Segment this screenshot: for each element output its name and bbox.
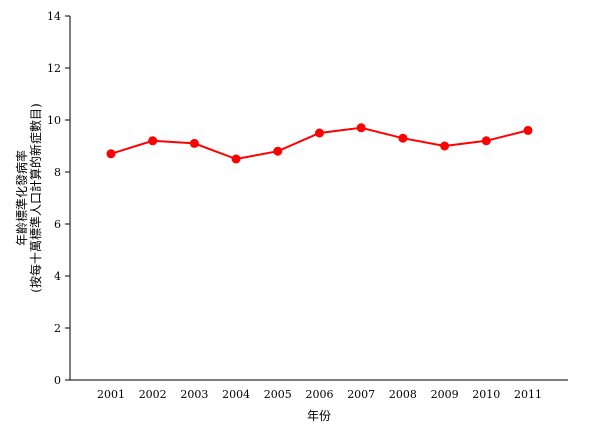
x-tick-label: 2011	[514, 388, 542, 401]
data-point	[189, 138, 199, 148]
y-tick-label: 6	[54, 218, 61, 231]
y-axis-title: 年齡標準化發病率	[14, 150, 29, 246]
data-point	[231, 154, 241, 164]
x-tick-label: 2009	[431, 388, 459, 401]
x-tick-label: 2008	[389, 388, 417, 401]
data-point	[106, 149, 116, 159]
series-layer	[106, 123, 533, 164]
y-axis-title-group: 年齡標準化發病率 (按每十萬標準人口計算的新症數目)	[14, 103, 43, 292]
data-point	[481, 136, 491, 146]
x-tick-label: 2010	[472, 388, 500, 401]
y-tick-label: 14	[47, 10, 61, 23]
data-point	[315, 128, 324, 138]
x-tick-label: 2005	[264, 388, 292, 401]
data-point	[440, 141, 450, 151]
x-tick-label: 2003	[180, 388, 208, 401]
x-tick-label: 2007	[347, 388, 375, 401]
x-tick-label: 2004	[222, 388, 250, 401]
x-ticks: 2001 2002 2003 2004 2005 2006 2007 2008 2009 2010…	[97, 388, 542, 401]
x-tick-label: 2001	[97, 388, 125, 401]
x-axis-title: 年份	[307, 409, 331, 423]
x-tick-label: 2002	[139, 388, 167, 401]
y-tick-label: 12	[47, 62, 61, 75]
axes	[69, 16, 568, 381]
data-point	[273, 146, 283, 156]
y-ticks: 0 2 4 6 8 10 12 14	[47, 10, 70, 387]
y-tick-label: 2	[54, 322, 61, 335]
y-tick-label: 10	[47, 114, 61, 127]
x-tick-label: 2006	[306, 388, 334, 401]
y-tick-label: 8	[54, 166, 61, 179]
data-point	[398, 133, 408, 143]
data-point	[523, 125, 533, 135]
data-point	[148, 136, 158, 146]
y-axis-subtitle: (按每十萬標準人口計算的新症數目)	[28, 103, 43, 292]
y-tick-label: 0	[54, 374, 61, 387]
y-tick-label: 4	[54, 270, 61, 283]
data-point	[356, 123, 366, 133]
